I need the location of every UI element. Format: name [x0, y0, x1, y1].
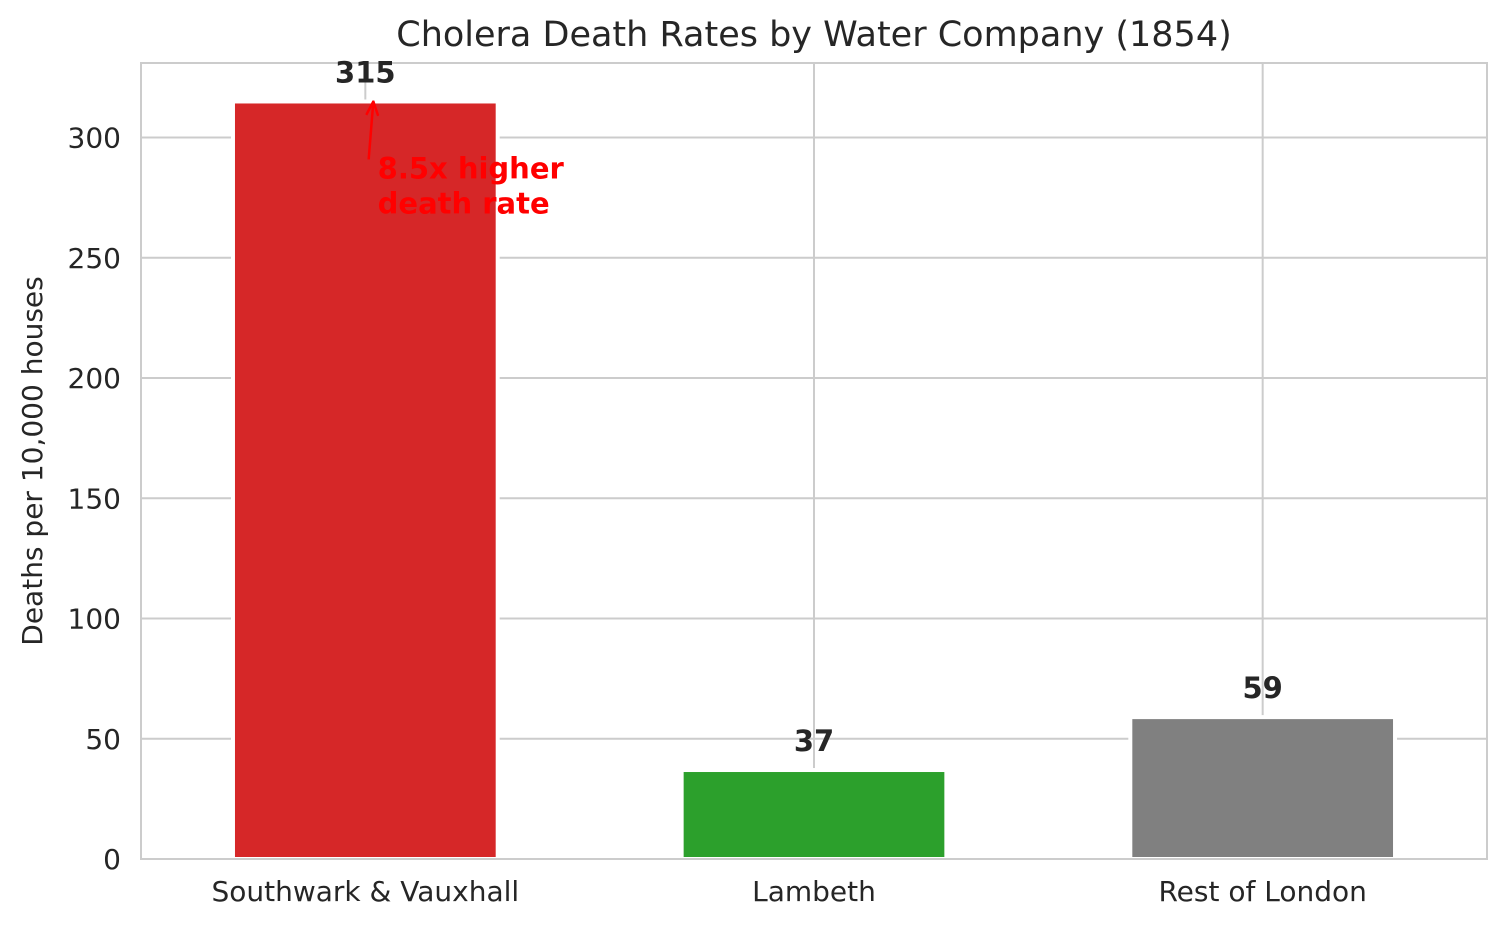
y-tick-label: 250 [68, 242, 121, 275]
data-labels: 315 37 59 [335, 55, 1283, 758]
annotation-text: 8.5x higher death rate [378, 151, 574, 220]
bar [1128, 715, 1398, 861]
annotation-arrow [369, 101, 374, 160]
y-tick-label: 150 [68, 482, 121, 515]
data-label: 59 [1242, 671, 1282, 705]
plot-frame [140, 62, 1488, 860]
y-tick-label: 0 [103, 843, 121, 876]
x-tick-label: Rest of London [1158, 875, 1366, 908]
x-tick-label: Lambeth [752, 875, 876, 908]
x-axis-ticks: Southwark & Vauxhall Lambeth Rest of Londo… [211, 875, 1366, 908]
bar [679, 768, 949, 861]
x-tick-label: Southwark & Vauxhall [211, 875, 519, 908]
data-label: 315 [335, 55, 396, 89]
annotation-line-1: 8.5x higher [378, 151, 565, 185]
y-tick-label: 100 [68, 603, 121, 636]
data-label: 37 [794, 724, 834, 758]
annotation-line-2: death rate [378, 186, 550, 220]
y-axis-ticks: 0 50 100 150 200 250 300 [68, 122, 121, 876]
y-axis-label: Deaths per 10,000 houses [16, 276, 49, 645]
chart-title: Cholera Death Rates by Water Company (18… [396, 15, 1232, 55]
y-tick-label: 200 [68, 362, 121, 395]
y-tick-label: 300 [68, 122, 121, 155]
y-tick-label: 50 [85, 723, 121, 756]
annotation: 8.5x higher death rate [369, 101, 574, 220]
